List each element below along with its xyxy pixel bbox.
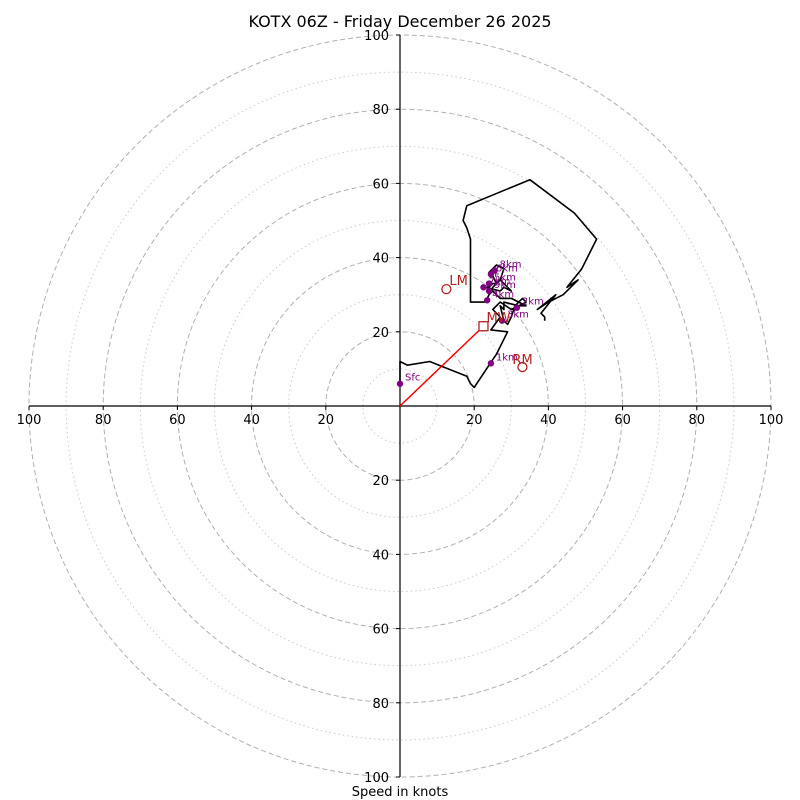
y-tick-label-7: 60 [372, 623, 389, 638]
right-mover-marker [517, 361, 528, 373]
hodograph-trace [399, 178, 598, 389]
y-tick-label-2: 60 [372, 177, 389, 192]
storm-motion-markers: LM RM MW [441, 274, 533, 373]
x-axis-label: Speed in knots [352, 785, 449, 800]
height-marker-3km [498, 317, 506, 324]
y-tick-label-4: 20 [372, 326, 389, 341]
height-label-7km: 7km [488, 276, 510, 287]
y-tick-label-8: 80 [372, 697, 389, 712]
y-tick-label-1: 80 [372, 103, 389, 118]
y-tick-label-3: 40 [372, 252, 389, 267]
x-tick-label-8: 80 [689, 413, 706, 428]
height-marker-9km [485, 287, 493, 295]
mean-wind-marker [478, 321, 489, 332]
x-tick-label-4: 20 [318, 413, 335, 428]
height-label-4km: 4km [492, 289, 514, 300]
height-marker-8km [491, 267, 498, 274]
height-label-3km: 3km [507, 310, 529, 321]
height-label-2km: 2km [522, 297, 544, 308]
height-marker-5km [485, 280, 493, 287]
height-label-1km: 1km [496, 352, 518, 363]
mean-wind-label: MW [486, 311, 510, 326]
x-tick-label-0: 100 [17, 413, 42, 428]
x-tick-label-3: 40 [243, 413, 260, 428]
height-marker-7km [480, 284, 487, 291]
chart-title: KOTX 06Z - Friday December 26 2025 [248, 12, 551, 31]
height-label-Sfc: Sfc [405, 373, 420, 384]
height-label-8km: 8km [500, 260, 522, 271]
left-mover-marker [441, 283, 452, 295]
y-tick-label-9: 100 [364, 771, 389, 786]
height-label-6km: 6km [496, 263, 518, 274]
height-marker-Sfc [396, 380, 404, 387]
height-label-5km: 5km [494, 273, 516, 284]
y-tick-group: 100 80 60 40 20 20 40 60 80 100 [364, 29, 400, 786]
x-tick-label-5: 20 [466, 413, 483, 428]
left-mover-label: LM [449, 274, 467, 289]
y-tick-label-6: 40 [372, 548, 389, 563]
right-mover-label: RM [512, 353, 532, 368]
height-marker-2km [513, 304, 521, 311]
x-tick-group: 100 80 60 40 20 20 40 60 80 100 [17, 406, 784, 428]
height-label-9km: 9km [494, 280, 516, 291]
x-tick-label-1: 80 [95, 413, 112, 428]
x-tick-label-7: 60 [614, 413, 631, 428]
height-marker-4km [483, 297, 491, 304]
x-tick-label-2: 60 [169, 413, 186, 428]
y-tick-label-0: 100 [364, 29, 389, 44]
x-tick-label-9: 100 [759, 413, 784, 428]
mean-wind-vector [399, 325, 484, 407]
height-marker-1km [487, 360, 495, 367]
x-tick-label-6: 40 [540, 413, 557, 428]
y-tick-label-5: 20 [372, 474, 389, 489]
